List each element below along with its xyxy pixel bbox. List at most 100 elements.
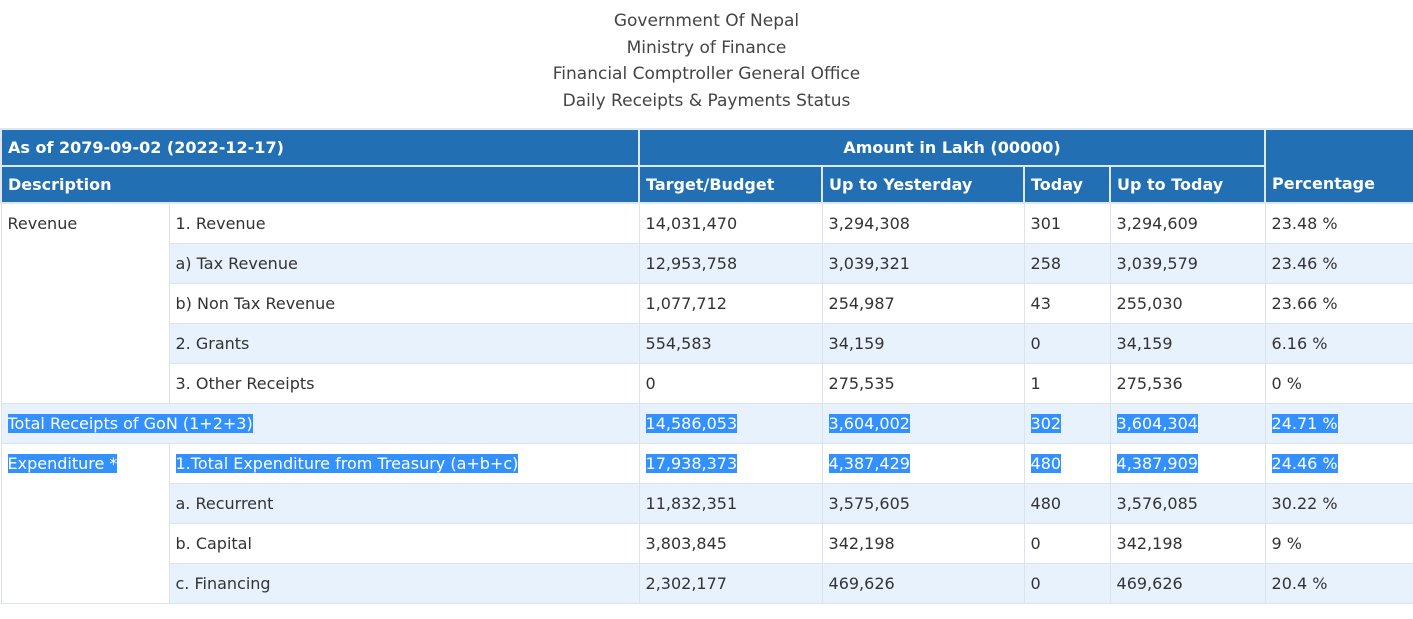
cell-value: 255,030	[1116, 293, 1183, 313]
cell-pct: 24.71 %	[1264, 402, 1413, 444]
cell-target: 0	[638, 362, 823, 404]
table-row: a) Tax Revenue 12,953,758 3,039,321 258 3,03…	[1, 242, 1413, 284]
cell-desc: Total Receipts of GoN (1+2+3)	[0, 402, 640, 444]
cell-desc: a. Recurrent	[168, 482, 640, 524]
category-label: Expenditure *	[7, 453, 118, 473]
table-row: b) Non Tax Revenue 1,077,712 254,987 43 255,…	[1, 282, 1413, 324]
cell-up-to-today: 255,030	[1109, 282, 1266, 324]
cell-up-to-today: 3,039,579	[1109, 242, 1266, 284]
cell-value: 12,953,758	[645, 253, 738, 273]
cell-value: 14,031,470	[645, 213, 738, 233]
cell-pct: 0 %	[1264, 362, 1413, 404]
title-ministry: Ministry of Finance	[626, 37, 787, 58]
cell-value: Total Receipts of GoN (1+2+3)	[7, 413, 253, 433]
category-cell: Revenue	[0, 202, 170, 404]
cell-target: 3,803,845	[638, 522, 823, 564]
cell-yesterday: 3,575,605	[821, 482, 1025, 524]
cell-value: 1.Total Expenditure from Treasury (a+b+c…	[175, 453, 519, 473]
cell-today: 480	[1023, 482, 1111, 524]
cell-value: 20.4 %	[1271, 573, 1328, 593]
cell-pct: 23.48 %	[1264, 202, 1413, 244]
cell-up-to-today: 34,159	[1109, 322, 1266, 364]
cell-today: 0	[1023, 522, 1111, 564]
table-row: Total Receipts of GoN (1+2+3) 14,586,053 3…	[0, 402, 1413, 444]
cell-value: 3,294,308	[828, 213, 910, 233]
cell-value: 302	[1030, 413, 1062, 433]
cell-today: 480	[1023, 442, 1111, 484]
cell-value: 254,987	[828, 293, 895, 313]
cell-value: 4,387,429	[828, 453, 910, 473]
cell-value: 258	[1030, 253, 1062, 273]
table-row: 3. Other Receipts 0 275,535 1 275,536 0 %	[1, 362, 1413, 404]
cell-value: 1	[1030, 373, 1041, 393]
cell-today: 302	[1023, 402, 1111, 444]
cell-value: 34,159	[828, 333, 885, 353]
cell-value: 3,575,605	[828, 493, 910, 513]
cell-value: 23.46 %	[1271, 253, 1338, 273]
cell-desc: c. Financing	[168, 562, 640, 604]
cell-value: 2,302,177	[645, 573, 727, 593]
cell-value: 14,586,053	[645, 413, 738, 433]
cell-value: 3,604,304	[1116, 413, 1198, 433]
cell-up-to-today: 342,198	[1109, 522, 1266, 564]
cell-yesterday: 342,198	[821, 522, 1025, 564]
cell-value: 3,039,579	[1116, 253, 1198, 273]
cell-today: 1	[1023, 362, 1111, 404]
cell-value: 2. Grants	[175, 333, 250, 353]
cell-value: b) Non Tax Revenue	[175, 293, 336, 313]
cell-yesterday: 34,159	[821, 322, 1025, 364]
title-report: Daily Receipts & Payments Status	[562, 90, 851, 111]
cell-value: 480	[1030, 493, 1062, 513]
cell-target: 17,938,373	[638, 442, 823, 484]
col-target: Target/Budget	[638, 165, 824, 204]
cell-desc: a) Tax Revenue	[168, 242, 640, 284]
cell-value: 1. Revenue	[175, 213, 266, 233]
col-percentage: Percentage	[1264, 128, 1413, 204]
cell-value: c. Financing	[175, 573, 271, 593]
cell-target: 14,031,470	[638, 202, 823, 244]
cell-target: 12,953,758	[638, 242, 823, 284]
cell-value: 17,938,373	[645, 453, 738, 473]
title-office: Financial Comptroller General Office	[552, 64, 861, 84]
cell-value: 3,576,085	[1116, 493, 1198, 513]
cell-value: 3,803,845	[645, 533, 727, 553]
cell-value: 9 %	[1271, 533, 1302, 553]
cell-value: 4,387,909	[1116, 453, 1198, 473]
cell-value: 0	[1030, 533, 1041, 553]
cell-value: 24.46 %	[1271, 453, 1338, 473]
cell-up-to-today: 4,387,909	[1109, 442, 1266, 484]
cell-up-to-today: 3,604,304	[1109, 402, 1266, 444]
cell-yesterday: 3,039,321	[821, 242, 1025, 284]
cell-desc: 1. Revenue	[168, 202, 640, 244]
cell-value: 480	[1030, 453, 1062, 473]
title-government: Government Of Nepal	[613, 11, 800, 31]
cell-pct: 23.46 %	[1264, 242, 1413, 284]
cell-value: 43	[1030, 293, 1051, 313]
cell-yesterday: 254,987	[821, 282, 1025, 324]
cell-value: 342,198	[828, 533, 895, 553]
as-of-date: As of 2079-09-02 (2022-12-17)	[0, 128, 641, 167]
cell-pct: 30.22 %	[1264, 482, 1413, 524]
cell-value: 469,626	[828, 573, 895, 593]
table-row: b. Capital 3,803,845 342,198 0 342,198 9 %	[1, 522, 1413, 564]
cell-desc: 1.Total Expenditure from Treasury (a+b+c…	[168, 442, 640, 484]
cell-value: 6.16 %	[1271, 333, 1328, 353]
cell-yesterday: 4,387,429	[821, 442, 1025, 484]
col-description: Description	[0, 165, 641, 204]
cell-value: 0 %	[1271, 373, 1302, 393]
cell-target: 11,832,351	[638, 482, 823, 524]
cell-value: 301	[1030, 213, 1062, 233]
cell-today: 0	[1023, 322, 1111, 364]
page-titles: Government Of Nepal Ministry of Finance …	[0, 0, 1413, 128]
cell-yesterday: 3,294,308	[821, 202, 1025, 244]
cell-up-to-today: 3,576,085	[1109, 482, 1266, 524]
cell-value: 34,159	[1116, 333, 1173, 353]
cell-up-to-today: 275,536	[1109, 362, 1266, 404]
cell-value: 469,626	[1116, 573, 1183, 593]
cell-up-to-today: 3,294,609	[1109, 202, 1266, 244]
cell-desc: b. Capital	[168, 522, 640, 564]
cell-value: 0	[1030, 573, 1041, 593]
table-row: a. Recurrent 11,832,351 3,575,605 480 3,576,…	[1, 482, 1413, 524]
cell-value: 0	[1030, 333, 1041, 353]
table-row: Expenditure * 1.Total Expenditure from Tr…	[0, 442, 1413, 604]
